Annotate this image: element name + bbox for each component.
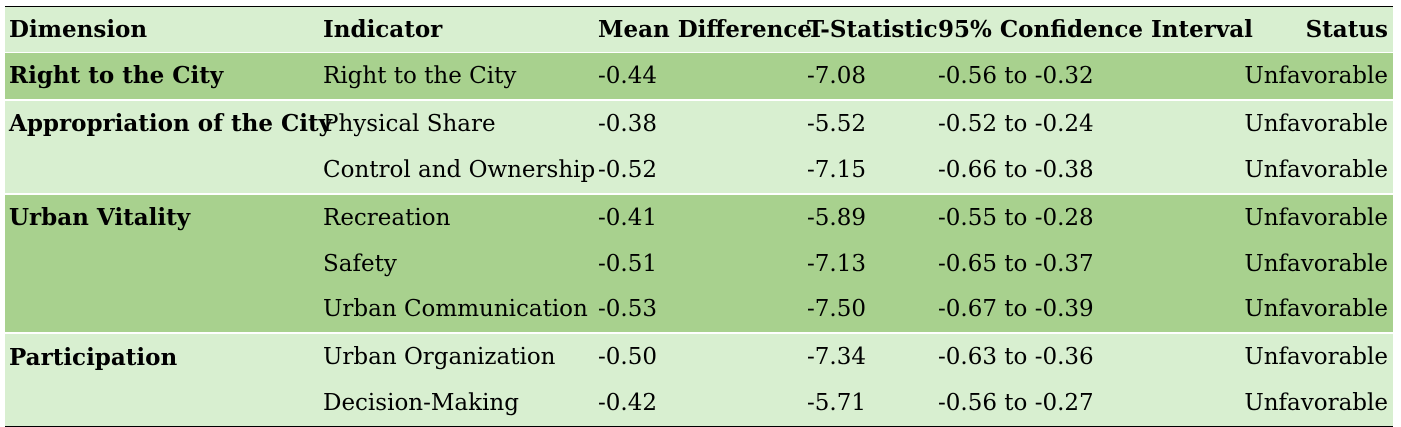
ci-cell: -0.56 to -0.27 xyxy=(938,390,1094,417)
status-cell: Unfavorable xyxy=(1244,344,1388,371)
table-row: Participation Urban Organization -0.50 -… xyxy=(5,334,1393,380)
t-cell: -5.71 xyxy=(807,390,866,417)
header-status: Status xyxy=(1305,16,1388,43)
mean-cell: -0.44 xyxy=(598,62,657,89)
indicator-cell: Right to the City xyxy=(323,62,517,89)
table-header: Dimension Indicator Mean Difference T-St… xyxy=(5,7,1393,53)
ci-cell: -0.55 to -0.28 xyxy=(938,204,1094,231)
indicator-cell: Control and Ownership xyxy=(323,156,596,183)
header-indicator: Indicator xyxy=(323,16,443,43)
indicator-cell: Safety xyxy=(323,250,397,277)
indicator-cell: Decision-Making xyxy=(323,390,519,417)
status-cell: Unfavorable xyxy=(1244,62,1388,89)
status-cell: Unfavorable xyxy=(1244,296,1388,323)
ci-cell: -0.65 to -0.37 xyxy=(938,250,1094,277)
mean-cell: -0.52 xyxy=(598,156,657,183)
mean-cell: -0.51 xyxy=(598,250,657,277)
t-cell: -7.08 xyxy=(807,62,866,89)
header-dimension: Dimension xyxy=(9,16,148,43)
t-cell: -7.15 xyxy=(807,156,866,183)
ci-cell: -0.67 to -0.39 xyxy=(938,296,1094,323)
dimension-cell: Urban Vitality xyxy=(9,204,191,232)
results-table: Dimension Indicator Mean Difference T-St… xyxy=(5,6,1393,427)
t-cell: -7.13 xyxy=(807,250,866,277)
table-row: Control and Ownership -0.52 -7.15 -0.66 … xyxy=(5,147,1393,193)
mean-cell: -0.53 xyxy=(598,296,657,323)
indicator-cell: Urban Organization xyxy=(323,344,556,371)
dimension-cell: Participation xyxy=(9,343,178,371)
status-cell: Unfavorable xyxy=(1244,204,1388,231)
table-row: Urban Communication -0.53 -7.50 -0.67 to… xyxy=(5,286,1393,332)
group-right-to-the-city: Right to the City Right to the City -0.4… xyxy=(5,53,1393,99)
ci-cell: -0.52 to -0.24 xyxy=(938,110,1094,137)
table-row: Appropriation of the City Physical Share… xyxy=(5,101,1393,147)
ci-cell: -0.66 to -0.38 xyxy=(938,156,1094,183)
status-cell: Unfavorable xyxy=(1244,156,1388,183)
status-cell: Unfavorable xyxy=(1244,110,1388,137)
ci-cell: -0.63 to -0.36 xyxy=(938,344,1094,371)
header-t-statistic: T-Statistic xyxy=(807,16,938,43)
table-row: Right to the City Right to the City -0.4… xyxy=(5,53,1393,99)
status-cell: Unfavorable xyxy=(1244,390,1388,417)
table-row: Urban Vitality Recreation -0.41 -5.89 -0… xyxy=(5,195,1393,241)
t-cell: -5.89 xyxy=(807,204,866,231)
mean-cell: -0.42 xyxy=(598,390,657,417)
group-participation: Participation Urban Organization -0.50 -… xyxy=(5,332,1393,427)
group-urban-vitality: Urban Vitality Recreation -0.41 -5.89 -0… xyxy=(5,192,1393,333)
table-row: Safety -0.51 -7.13 -0.65 to -0.37 Unfavo… xyxy=(5,241,1393,287)
mean-cell: -0.50 xyxy=(598,344,657,371)
t-cell: -7.34 xyxy=(807,344,866,371)
indicator-cell: Urban Communication xyxy=(323,296,588,323)
header-mean-difference: Mean Difference xyxy=(598,16,813,43)
t-cell: -7.50 xyxy=(807,296,866,323)
header-confidence-interval: 95% Confidence Interval xyxy=(938,16,1253,43)
mean-cell: -0.41 xyxy=(598,204,657,231)
table-row: Decision-Making -0.42 -5.71 -0.56 to -0.… xyxy=(5,380,1393,426)
mean-cell: -0.38 xyxy=(598,110,657,137)
dimension-cell: Appropriation of the City xyxy=(9,110,332,138)
ci-cell: -0.56 to -0.32 xyxy=(938,62,1094,89)
indicator-cell: Recreation xyxy=(323,204,451,231)
status-cell: Unfavorable xyxy=(1244,250,1388,277)
indicator-cell: Physical Share xyxy=(323,110,496,137)
group-appropriation-of-the-city: Appropriation of the City Physical Share… xyxy=(5,98,1393,193)
t-cell: -5.52 xyxy=(807,110,866,137)
dimension-cell: Right to the City xyxy=(9,62,224,90)
